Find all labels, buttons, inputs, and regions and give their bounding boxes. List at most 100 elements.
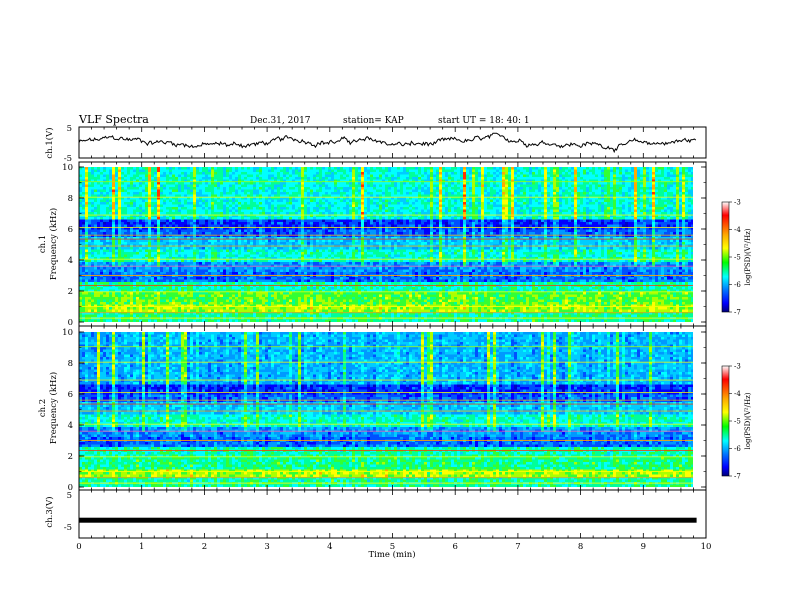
- spectrogram-cell: [145, 214, 149, 218]
- spectrogram-cell: [379, 272, 383, 275]
- spectrogram-cell: [277, 247, 281, 250]
- spectrogram-cell: [277, 229, 281, 238]
- spectrogram-cell: [286, 219, 290, 225]
- spectrogram-cell: [376, 169, 380, 178]
- spectrogram-cell: [385, 174, 389, 178]
- spectrogram-cell: [97, 237, 101, 240]
- spectrogram-cell: [337, 269, 341, 278]
- spectrogram-cell: [97, 289, 101, 293]
- spectrogram-cell: [322, 167, 326, 170]
- spectrogram-cell: [256, 247, 260, 250]
- spectrogram-cell: [97, 197, 101, 205]
- spectrogram-cell: [214, 214, 218, 218]
- spectrogram-cell: [175, 314, 179, 318]
- spectrogram-cell: [298, 167, 302, 170]
- spectrogram-cell: [211, 297, 215, 303]
- spectrogram-cell: [211, 219, 215, 223]
- spectrogram-cell: [136, 212, 140, 215]
- spectrogram-cell: [241, 312, 245, 315]
- spectrogram-cell: [79, 247, 83, 250]
- spectrogram-cell: [370, 172, 374, 175]
- spectrogram-cell: [253, 267, 257, 273]
- spectrogram-cell: [382, 232, 386, 238]
- spectrogram-cell: [232, 252, 236, 255]
- spectrogram-cell: [292, 249, 296, 253]
- spectrogram-cell: [298, 309, 302, 313]
- spectrogram-cell: [82, 277, 86, 280]
- spectrogram-cell: [193, 302, 197, 305]
- spectrogram-cell: [286, 287, 290, 293]
- spectrogram-cell: [277, 237, 281, 243]
- spectrogram-cell: [211, 202, 215, 205]
- spectrogram-cell: [364, 237, 368, 243]
- spectrogram-cell: [265, 189, 269, 193]
- spectrogram-cell: [337, 247, 341, 250]
- spectrogram-cell: [286, 194, 290, 198]
- spectrogram-cell: [205, 252, 209, 255]
- spectrogram-cell: [256, 307, 260, 310]
- spectrogram-cell: [325, 257, 329, 260]
- spectrogram-cell: [136, 237, 140, 240]
- spectrogram-cell: [319, 192, 323, 200]
- spectrogram-cell: [379, 227, 383, 233]
- spectrogram-cell: [268, 169, 272, 173]
- spectrogram-cell: [82, 194, 86, 198]
- spectrogram-cell: [157, 234, 161, 238]
- spectrogram-cell: [310, 237, 314, 240]
- spectrogram-cell: [364, 297, 368, 300]
- spectrogram-cell: [109, 302, 113, 305]
- spectrogram-cell: [139, 269, 143, 273]
- spectrogram-cell: [91, 242, 95, 248]
- spectrogram-cell: [295, 249, 299, 253]
- spectrogram-cell: [220, 182, 224, 185]
- spectrogram-cell: [292, 209, 296, 213]
- spectrogram-cell: [229, 184, 233, 188]
- spectrogram-cell: [316, 267, 320, 273]
- spectrogram-cell: [247, 217, 251, 220]
- spectrogram-cell: [349, 259, 353, 263]
- spectrogram-cell: [382, 237, 386, 245]
- spectrogram-cell: [397, 224, 401, 228]
- spectrogram-cell: [163, 194, 167, 198]
- spectrogram-cell: [388, 237, 392, 240]
- spectrogram-cell: [112, 174, 116, 188]
- spectrogram-cell: [187, 174, 191, 178]
- spectrogram-cell: [346, 292, 350, 295]
- spectrogram-cell: [232, 232, 236, 238]
- spectrogram-cell: [280, 169, 284, 173]
- spectrogram-cell: [181, 309, 185, 313]
- spectrogram-cell: [367, 312, 371, 315]
- spectrogram-cell: [142, 214, 146, 218]
- spectrogram-cell: [325, 229, 329, 235]
- spectrogram-cell: [250, 234, 254, 238]
- spectrogram-cell: [280, 304, 284, 308]
- spectrogram-cell: [85, 169, 89, 173]
- spectrogram-cell: [166, 282, 170, 285]
- spectrogram-cell: [424, 262, 428, 265]
- spectrogram-cell: [175, 277, 179, 283]
- spectrogram-cell: [325, 189, 329, 193]
- spectrogram-cell: [130, 302, 134, 305]
- spectrogram-cell: [301, 257, 305, 260]
- spectrogram-cell: [157, 199, 161, 205]
- spectrogram-cell: [391, 289, 395, 293]
- spectrogram-cell: [313, 209, 317, 213]
- spectrogram-cell: [373, 217, 377, 220]
- spectrogram-cell: [307, 277, 311, 280]
- spectrogram-cell: [88, 167, 92, 173]
- spectrogram-cell: [211, 254, 215, 258]
- spectrogram-cell: [349, 277, 353, 280]
- spectrogram-cell: [259, 277, 263, 280]
- spectrogram-cell: [106, 312, 110, 315]
- spectrogram-cell: [271, 172, 275, 175]
- spectrogram-cell: [289, 197, 293, 200]
- spectrogram-cell: [307, 304, 311, 308]
- spectrogram-cell: [136, 227, 140, 230]
- spectrogram-cell: [100, 272, 104, 275]
- spectrogram-cell: [283, 319, 287, 322]
- spectrogram-cell: [196, 187, 200, 193]
- spectrogram-cell: [403, 227, 407, 230]
- spectrogram-cell: [322, 169, 326, 178]
- spectrogram-cell: [145, 207, 149, 215]
- spectrogram-cell: [154, 304, 158, 310]
